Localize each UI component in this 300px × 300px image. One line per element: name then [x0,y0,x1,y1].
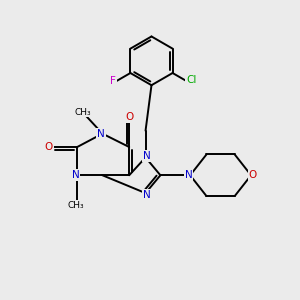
Text: Cl: Cl [186,75,196,85]
Text: N: N [185,170,193,180]
Text: N: N [97,129,105,139]
Text: O: O [125,112,133,122]
Text: N: N [143,190,151,200]
Text: O: O [248,170,257,180]
Text: N: N [72,170,80,180]
Text: N: N [143,151,151,161]
Text: CH₃: CH₃ [75,108,92,117]
Text: O: O [45,142,53,152]
Text: CH₃: CH₃ [68,201,84,210]
Text: F: F [110,76,116,86]
